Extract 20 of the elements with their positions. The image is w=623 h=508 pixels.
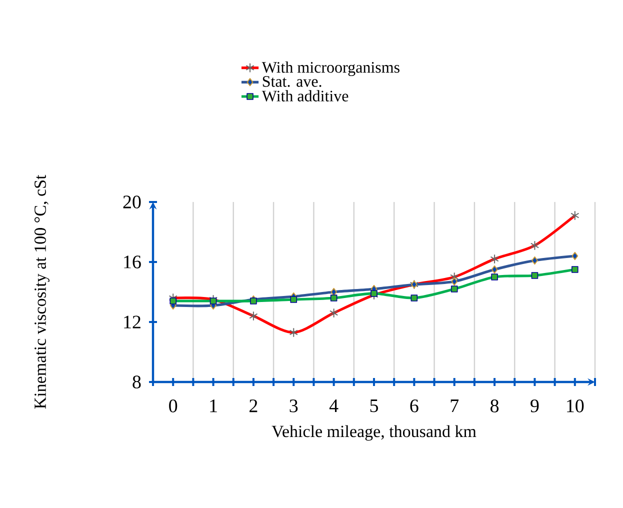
legend-label: With additive	[262, 90, 348, 102]
x-tick-label: 8	[490, 400, 499, 412]
y-tick-label: 20	[123, 196, 141, 208]
x-tick-label: 3	[290, 400, 298, 412]
x-tick-label: 9	[530, 400, 539, 412]
legend-label: Stat. ave.	[262, 76, 322, 87]
x-tick-label: 5	[370, 400, 378, 412]
legend-label: With microorganisms	[262, 61, 400, 76]
y-tick-label: 12	[124, 316, 140, 328]
y-tick-label: 16	[124, 256, 141, 268]
x-tick-label: 1	[210, 400, 217, 412]
x-tick-label: 6	[410, 400, 418, 412]
x-tick-label: 0	[169, 400, 178, 412]
y-tick-label: 8	[132, 376, 141, 388]
x-tick-label: 7	[450, 400, 459, 412]
x-tick-label: 2	[250, 400, 258, 412]
x-tick-label: 10	[567, 400, 584, 412]
x-axis-title: Vehicle mileage, thousand km	[272, 425, 476, 441]
x-tick-label: 4	[329, 400, 338, 412]
y-axis-title: Kinematic viscosity at 100 °C, cSt	[34, 174, 50, 409]
